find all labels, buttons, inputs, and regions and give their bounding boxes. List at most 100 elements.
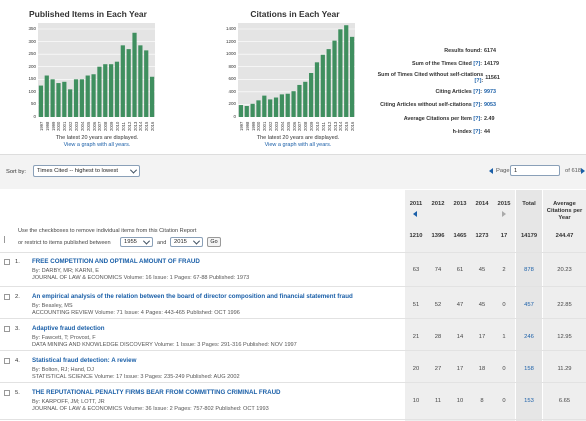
- go-button[interactable]: Go: [207, 237, 221, 247]
- help-link[interactable]: [?]: [473, 129, 481, 136]
- bar: [44, 75, 49, 117]
- stat-row: h-index [?]: 44: [372, 126, 514, 140]
- view-all-years-link[interactable]: View a graph with all years.: [63, 142, 131, 148]
- bar: [132, 32, 137, 118]
- year-citation-count: 18: [478, 366, 486, 372]
- y-tick-label: 300: [28, 38, 36, 44]
- chart-citations: [238, 23, 355, 118]
- help-link[interactable]: [?]: [473, 115, 481, 122]
- prev-years-icon[interactable]: [413, 211, 417, 217]
- bar: [91, 74, 96, 117]
- help-link[interactable]: [?]: [474, 77, 482, 84]
- to-year-select[interactable]: 2015: [170, 237, 203, 247]
- help-link[interactable]: [?]: [473, 102, 481, 109]
- article-title-link[interactable]: THE REPUTATIONAL PENALTY FIRMS BEAR FROM…: [32, 389, 281, 396]
- sort-select[interactable]: Times Cited -- highest to lowest: [33, 165, 140, 177]
- stat-row: Citing Articles [?]: 9973: [372, 85, 514, 99]
- year-header: 2013: [453, 201, 467, 207]
- x-tick-label: 1998: [44, 121, 50, 131]
- view-all-years-link[interactable]: View a graph with all years.: [264, 142, 332, 148]
- avg-header: Average Citations per Year: [546, 201, 583, 221]
- row-checkbox[interactable]: [4, 390, 10, 396]
- help-link[interactable]: [?]: [473, 88, 481, 95]
- page-label: Page: [496, 168, 510, 174]
- bar: [138, 45, 143, 117]
- row-number: 2.: [15, 294, 20, 300]
- total-citations-link[interactable]: 878: [524, 267, 534, 273]
- bar: [320, 54, 325, 117]
- y-tick-label: 400: [228, 88, 236, 94]
- from-year-select[interactable]: 1955: [120, 237, 153, 247]
- subtotal-cell: 17: [500, 233, 508, 239]
- y-tick-label: 250: [28, 51, 36, 57]
- year-citation-count: 63: [412, 267, 420, 273]
- article-title-link[interactable]: Adaptive fraud detection: [32, 325, 105, 332]
- total-citations-link[interactable]: 153: [524, 398, 534, 404]
- year-citation-count: 11: [434, 398, 442, 404]
- article-source: DATA MINING AND KNOWLEDGE DISCOVERY Volu…: [32, 341, 297, 348]
- row-checkbox[interactable]: [4, 326, 10, 332]
- x-tick-label: 2014: [338, 121, 344, 131]
- x-tick-label: 1997: [238, 121, 244, 131]
- article-authors: By: Beasley, MS: [32, 303, 73, 309]
- bar: [332, 40, 337, 117]
- subtotal-cell: 1465: [453, 233, 467, 239]
- x-tick-label: 2002: [68, 121, 74, 131]
- total-citations-link[interactable]: 246: [524, 334, 534, 340]
- x-tick-label: 2015: [344, 121, 350, 131]
- year-citation-count: 61: [456, 267, 464, 273]
- year-citation-count: 1: [502, 334, 506, 340]
- sort-select-value: Times Cited -- highest to lowest: [37, 168, 118, 174]
- row-divider: [0, 350, 586, 351]
- x-tick-label: 2012: [126, 121, 132, 131]
- subtotal-cell: 244.47: [555, 233, 574, 239]
- year-citation-count: 27: [434, 366, 442, 372]
- stat-row: Average Citations per Item [?]: 2.49: [372, 112, 514, 126]
- stat-value[interactable]: 9973: [484, 88, 496, 95]
- year-citation-count: 2: [502, 267, 506, 273]
- year-header: 2012: [431, 201, 445, 207]
- row-number: 5.: [15, 390, 20, 396]
- row-number: 3.: [15, 326, 20, 332]
- x-tick-label: 2013: [132, 121, 138, 131]
- stat-label: Results found:: [444, 48, 482, 54]
- bar: [314, 62, 320, 117]
- stat-value: 44: [484, 129, 490, 136]
- row-checkbox[interactable]: [4, 259, 10, 265]
- and-label: and: [157, 240, 167, 246]
- help-link[interactable]: [?]: [473, 61, 481, 68]
- prev-page-icon[interactable]: [489, 168, 493, 174]
- total-header: Total: [522, 201, 536, 207]
- row-checkbox[interactable]: [4, 294, 10, 300]
- article-title-link[interactable]: FREE COMPETITION AND OPTIMAL AMOUNT OF F…: [32, 258, 200, 265]
- year-citation-count: 10: [412, 398, 420, 404]
- bar: [291, 91, 296, 117]
- y-tick-label: 0: [233, 114, 236, 119]
- next-page-icon[interactable]: [581, 168, 585, 174]
- next-years-icon[interactable]: [502, 211, 506, 217]
- bar: [38, 85, 44, 117]
- x-tick-label: 2003: [274, 121, 280, 131]
- x-tick-label: 2006: [91, 121, 97, 131]
- row-checkbox[interactable]: [4, 358, 10, 364]
- bar: [349, 36, 355, 117]
- bar: [85, 75, 90, 117]
- x-tick-label: 1999: [250, 121, 256, 131]
- stat-label-text: Sum of the Times Cited: [412, 61, 472, 68]
- bar: [114, 61, 120, 117]
- page-input[interactable]: 1: [510, 165, 560, 176]
- x-tick-label: 2016: [150, 121, 156, 131]
- x-tick-label: 2000: [256, 121, 262, 131]
- x-tick-label: 2007: [297, 121, 303, 131]
- total-citations-link[interactable]: 457: [524, 302, 534, 308]
- stat-value: 11561: [485, 74, 500, 81]
- y-tick-label: 1200: [225, 38, 236, 44]
- article-title-link[interactable]: An empirical analysis of the relation be…: [32, 293, 353, 300]
- stat-value: 14179: [484, 61, 499, 68]
- chevron-down-icon: [142, 237, 151, 245]
- total-citations-link[interactable]: 158: [524, 366, 534, 372]
- article-title-link[interactable]: Statistical fraud detection: A review: [32, 357, 137, 364]
- bar: [268, 99, 273, 117]
- stat-value[interactable]: 9053: [484, 102, 496, 109]
- arrow-down-icon: [4, 236, 8, 243]
